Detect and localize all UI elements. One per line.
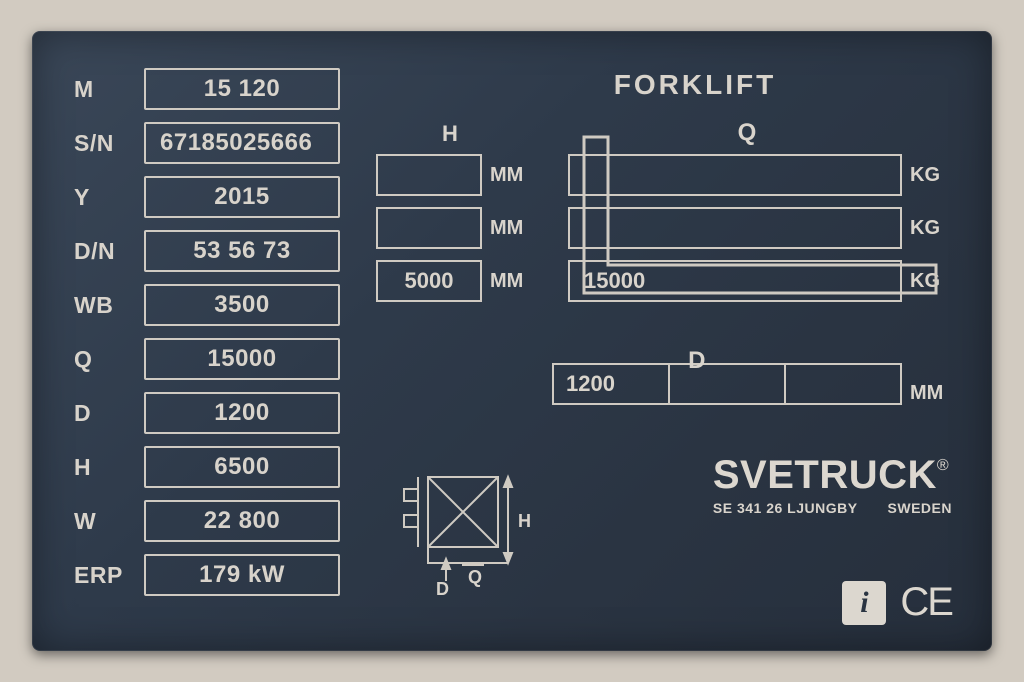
value-erp: 179 kW — [144, 554, 340, 596]
d-unit: MM — [910, 382, 954, 405]
label-erp: ERP — [74, 562, 130, 589]
identification-plate: M 15 120 S/N 67185025666 Y 2015 D/N 53 5… — [32, 31, 992, 651]
value-q: 15000 — [144, 338, 340, 380]
d-value-1: 1200 — [552, 363, 670, 405]
row-erp: ERP 179 kW — [74, 551, 340, 599]
header-h: H — [376, 121, 524, 147]
label-sn: S/N — [74, 130, 130, 157]
d-value-3 — [784, 363, 902, 405]
label-h: H — [74, 454, 130, 481]
label-wb: WB — [74, 292, 130, 319]
title-row: FORKLIFT — [376, 65, 954, 105]
q-unit-3: KG — [910, 270, 954, 293]
row-serial: S/N 67185025666 — [74, 119, 340, 167]
h-value-1 — [376, 154, 482, 196]
row-dn: D/N 53 56 73 — [74, 227, 340, 275]
registered-icon: ® — [937, 457, 949, 475]
label-d: D — [74, 400, 130, 427]
label-y: Y — [74, 184, 130, 211]
value-h: 6500 — [144, 446, 340, 488]
spec-column: M 15 120 S/N 67185025666 Y 2015 D/N 53 5… — [74, 65, 340, 621]
hq-table: MM KG MM KG 5000 MM 15000 KG — [376, 153, 954, 303]
row-q: Q 15000 — [74, 335, 340, 383]
q-unit-1: KG — [910, 164, 954, 187]
d-value-2 — [668, 363, 786, 405]
h-unit-3: MM — [490, 270, 534, 293]
row-d: D 1200 — [74, 389, 340, 437]
q-value-1 — [568, 154, 902, 196]
header-q: Q — [596, 119, 898, 147]
label-m: M — [74, 76, 130, 103]
brand-block: SVETRUCK® SE 341 26 LJUNGBY SWEDEN — [713, 453, 952, 516]
value-wb: 3500 — [144, 284, 340, 326]
d-section-label: D — [688, 347, 705, 375]
row-wb: WB 3500 — [74, 281, 340, 329]
q-value-2 — [568, 207, 902, 249]
hq-row-1: MM KG — [376, 153, 954, 197]
brand-country: SWEDEN — [888, 500, 952, 516]
brand-text: SVETRUCK — [713, 453, 937, 498]
value-y: 2015 — [144, 176, 340, 218]
schematic-d: D — [436, 579, 449, 599]
hq-header: H Q — [376, 119, 954, 147]
d-section: 1200 MM — [376, 363, 954, 405]
value-m: 15 120 — [144, 68, 340, 110]
compliance-icons: i CE — [842, 580, 952, 625]
info-icon: i — [842, 581, 886, 625]
value-dn: 53 56 73 — [144, 230, 340, 272]
row-model: M 15 120 — [74, 65, 340, 113]
row-year: Y 2015 — [74, 173, 340, 221]
value-w: 22 800 — [144, 500, 340, 542]
h-unit-1: MM — [490, 164, 534, 187]
h-value-2 — [376, 207, 482, 249]
schematic-icon: D Q H — [392, 471, 542, 611]
q-value-3: 15000 — [568, 260, 902, 302]
q-unit-2: KG — [910, 217, 954, 240]
schematic-q: Q — [468, 567, 482, 587]
label-w: W — [74, 508, 130, 535]
label-dn: D/N — [74, 238, 130, 265]
brand-addr: SE 341 26 LJUNGBY — [713, 500, 858, 516]
brand-address: SE 341 26 LJUNGBY SWEDEN — [713, 500, 952, 516]
row-h: H 6500 — [74, 443, 340, 491]
brand-name: SVETRUCK® — [713, 453, 952, 498]
hq-row-2: MM KG — [376, 206, 954, 250]
hq-row-3: 5000 MM 15000 KG — [376, 259, 954, 303]
ce-mark-icon: CE — [900, 580, 952, 625]
plate-title: FORKLIFT — [614, 69, 776, 101]
label-q: Q — [74, 346, 130, 373]
h-value-3: 5000 — [376, 260, 482, 302]
value-sn: 67185025666 — [144, 122, 340, 164]
value-d: 1200 — [144, 392, 340, 434]
schematic-h: H — [518, 511, 531, 531]
h-unit-2: MM — [490, 217, 534, 240]
row-w: W 22 800 — [74, 497, 340, 545]
